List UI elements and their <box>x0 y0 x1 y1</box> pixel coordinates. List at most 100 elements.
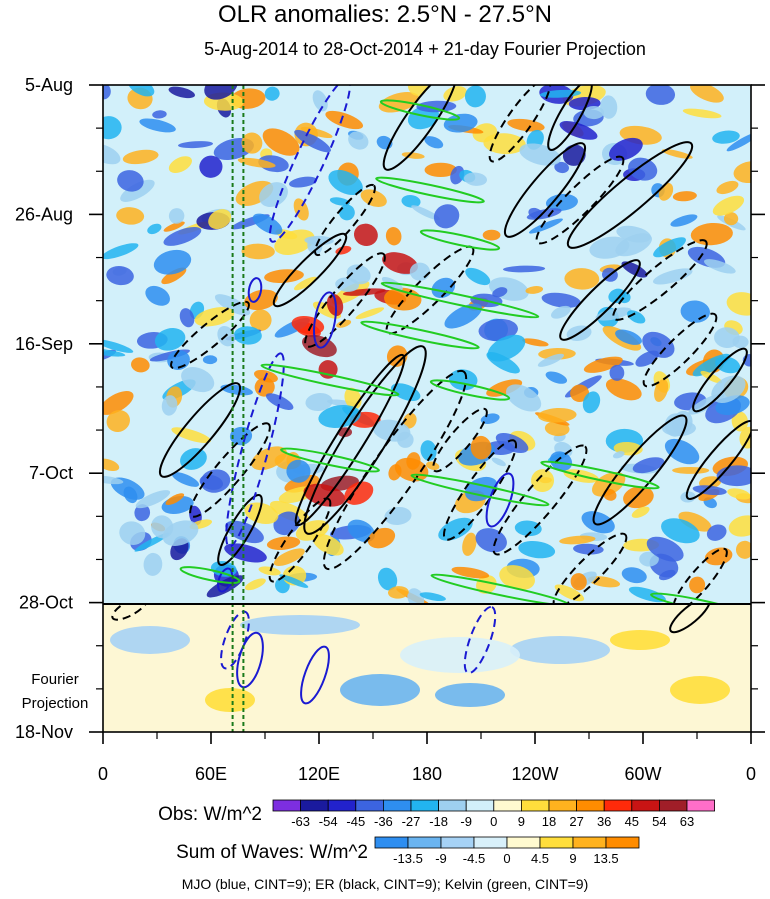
obs-colorbar-label: -27 <box>402 814 421 829</box>
obs-colorbar-label: -45 <box>346 814 365 829</box>
projection-anomaly-patch <box>435 683 505 707</box>
obs-anomaly-patch <box>616 225 652 243</box>
obs-anomaly-patch <box>289 176 318 188</box>
obs-anomaly-patch <box>403 412 417 429</box>
mjo-contour <box>247 277 263 303</box>
obs-anomaly-patch <box>336 319 352 328</box>
x-tick-label: 60W <box>624 764 661 784</box>
obs-anomaly-patch <box>573 543 604 555</box>
obs-anomaly-patch <box>678 511 712 532</box>
obs-anomaly-patch <box>646 536 684 562</box>
projection-anomaly-patch <box>240 615 360 635</box>
x-tick-label: 0 <box>98 764 108 784</box>
er-contour <box>170 300 250 370</box>
obs-anomaly-patch <box>348 131 369 150</box>
obs-anomaly-patch <box>202 355 218 365</box>
kelvin-contour <box>380 281 540 319</box>
obs-anomaly-patch <box>189 505 202 526</box>
obs-anomaly-patch <box>103 475 124 485</box>
obs-anomaly-patch <box>731 411 749 432</box>
obs-anomaly-patch <box>117 170 144 192</box>
obs-anomaly-patch <box>559 121 598 140</box>
mjo-contour <box>313 291 337 349</box>
obs-anomaly-patch <box>600 95 618 119</box>
obs-anomaly-patch <box>621 567 647 584</box>
kelvin-contour <box>430 573 570 604</box>
waves-colorbar-swatch <box>473 836 508 849</box>
obs-anomaly-patch <box>163 226 202 246</box>
obs-anomaly-patch <box>163 221 185 232</box>
y-tick-label: 5-Aug <box>25 75 73 95</box>
waves-colorbar-label: 0 <box>503 851 510 866</box>
obs-colorbar-swatch <box>300 799 329 812</box>
er-contour <box>314 183 376 257</box>
projection-anomaly-patch <box>610 630 670 650</box>
waves-colorbar-label: 9 <box>569 851 576 866</box>
obs-anomaly-patch <box>177 141 214 149</box>
er-contour <box>685 420 751 500</box>
projection-anomaly-patch <box>340 674 420 706</box>
er-contour <box>669 604 711 634</box>
projection-label-1: Fourier <box>31 671 79 688</box>
obs-anomaly-patch <box>499 565 535 591</box>
obs-anomaly-patch <box>165 493 185 506</box>
obs-anomaly-patch <box>286 459 311 483</box>
obs-anomaly-patch <box>564 268 600 290</box>
obs-anomaly-patch <box>463 172 488 186</box>
er-contour <box>111 604 149 621</box>
obs-colorbar-swatch <box>576 799 605 812</box>
er-contour <box>304 252 386 348</box>
obs-anomaly-patch <box>208 209 232 230</box>
er-contour <box>642 312 718 388</box>
er-contour <box>217 494 263 566</box>
obs-anomaly-patch <box>328 169 363 196</box>
obs-colorbar-swatch <box>410 799 440 812</box>
obs-colorbar-label: 36 <box>597 814 611 829</box>
obs-anomaly-patch <box>507 118 545 132</box>
er-contour <box>322 369 468 571</box>
obs-anomaly-patch <box>443 113 478 133</box>
obs-anomaly-patch <box>628 157 658 181</box>
waves-colorbar-swatch <box>374 836 409 849</box>
obs-anomaly-patch <box>119 521 146 545</box>
obs-anomaly-patch <box>325 110 364 130</box>
obs-anomaly-patch <box>377 567 398 591</box>
obs-anomaly-patch <box>451 566 490 579</box>
x-tick-label: 60E <box>195 764 227 784</box>
obs-colorbar-label: -36 <box>374 814 393 829</box>
obs-anomaly-patch <box>344 481 374 505</box>
obs-anomaly-patch <box>103 391 134 415</box>
obs-colorbar-swatch <box>465 799 495 812</box>
waves-colorbar-label: -9 <box>435 851 447 866</box>
projection-anomaly-patch <box>510 636 610 664</box>
y-tick-label: 18-Nov <box>15 722 73 742</box>
obs-anomaly-patch <box>470 435 492 460</box>
obs-anomaly-patch <box>318 405 361 428</box>
projection-label-2: Projection <box>22 695 89 712</box>
obs-anomaly-patch <box>715 356 741 374</box>
obs-anomaly-patch <box>549 451 573 471</box>
obs-anomaly-patch <box>135 490 171 509</box>
obs-anomaly-patch <box>262 128 300 156</box>
obs-anomaly-patch <box>583 356 623 373</box>
obs-anomaly-patch <box>233 326 262 345</box>
obs-anomaly-patch <box>645 85 676 105</box>
obs-anomaly-patch <box>120 179 155 202</box>
obs-anomaly-patch <box>116 207 145 225</box>
obs-anomaly-patch <box>627 310 646 324</box>
obs-anomaly-patch <box>732 335 749 349</box>
obs-anomaly-patch <box>559 535 596 545</box>
obs-anomaly-patch <box>360 189 387 207</box>
obs-anomaly-patch <box>661 149 693 159</box>
obs-anomaly-patch <box>492 287 508 298</box>
er-contour <box>559 259 641 341</box>
obs-anomaly-patch <box>199 155 223 178</box>
obs-anomaly-patch <box>653 237 686 258</box>
kelvin-contour <box>360 320 480 350</box>
obs-anomaly-patch <box>528 218 563 234</box>
y-tick-label: 7-Oct <box>29 463 73 483</box>
obs-anomaly-patch <box>475 528 507 553</box>
obs-anomaly-patch <box>179 308 195 328</box>
obs-anomaly-patch <box>581 511 615 534</box>
er-contour <box>535 155 625 245</box>
